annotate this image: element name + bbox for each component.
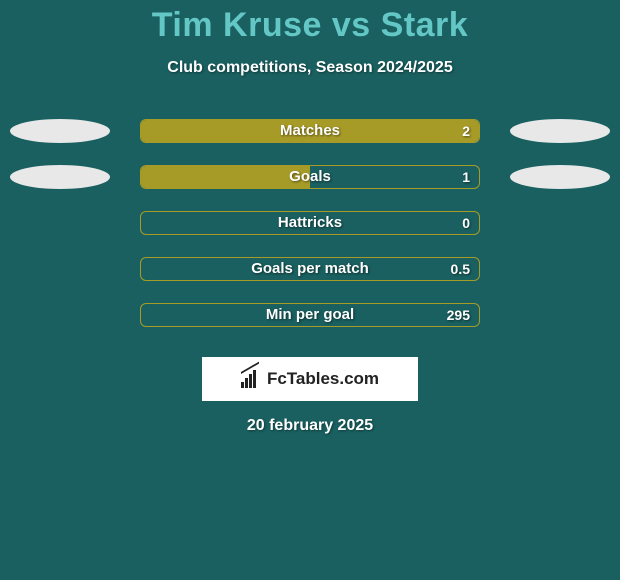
player-right-marker bbox=[510, 165, 610, 189]
snapshot-date: 20 february 2025 bbox=[0, 417, 620, 435]
player-left-marker bbox=[10, 165, 110, 189]
stat-row: Matches2 bbox=[0, 117, 620, 163]
subtitle: Club competitions, Season 2024/2025 bbox=[0, 59, 620, 77]
stat-row: Goals per match0.5 bbox=[0, 255, 620, 301]
stat-bar-fill bbox=[141, 166, 310, 188]
comparison-card: Tim Kruse vs Stark Club competitions, Se… bbox=[0, 0, 620, 580]
page-title: Tim Kruse vs Stark bbox=[0, 0, 620, 45]
stat-bar-track bbox=[140, 257, 480, 281]
stat-row: Goals1 bbox=[0, 163, 620, 209]
logo-inner: FcTables.com bbox=[241, 369, 379, 389]
stat-bar-fill bbox=[141, 120, 479, 142]
player-left-marker bbox=[10, 119, 110, 143]
stat-bar-track bbox=[140, 211, 480, 235]
player-right-marker bbox=[510, 119, 610, 143]
stat-row: Min per goal295 bbox=[0, 301, 620, 347]
stat-bar-track bbox=[140, 303, 480, 327]
logo-text: FcTables.com bbox=[267, 369, 379, 389]
stat-bar-track bbox=[140, 119, 480, 143]
stats-rows: Matches2Goals1Hattricks0Goals per match0… bbox=[0, 117, 620, 347]
bar-chart-icon bbox=[241, 370, 263, 388]
source-logo: FcTables.com bbox=[202, 357, 418, 401]
stat-bar-track bbox=[140, 165, 480, 189]
stat-row: Hattricks0 bbox=[0, 209, 620, 255]
